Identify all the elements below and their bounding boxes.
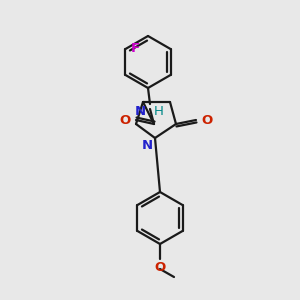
Text: O: O [120, 113, 131, 127]
Text: N: N [142, 139, 153, 152]
Text: H: H [154, 105, 164, 118]
Text: O: O [201, 113, 212, 127]
Text: F: F [130, 41, 140, 55]
Text: N: N [135, 105, 146, 118]
Text: O: O [154, 261, 166, 274]
